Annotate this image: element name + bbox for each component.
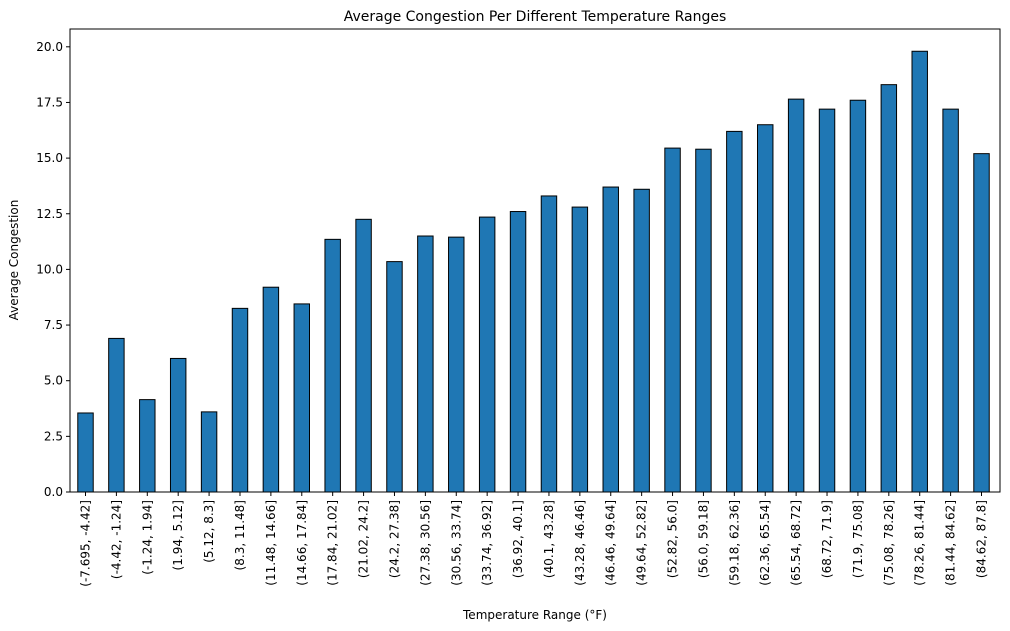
bar <box>293 303 310 493</box>
bar <box>108 337 125 493</box>
bar <box>664 147 681 493</box>
plot-frame <box>69 28 1001 493</box>
bar <box>200 411 218 493</box>
x-tick-label: (-4.42, -1.24] <box>109 500 123 579</box>
bar <box>695 148 712 493</box>
bar <box>77 412 94 493</box>
x-tick-label: (78.26, 81.44] <box>913 500 927 586</box>
bar <box>169 357 187 493</box>
bar <box>602 186 619 493</box>
y-tick-label: 12.5 <box>36 207 63 221</box>
y-axis-ticks: 0.0 2.5 5.0 7.5 10.0 12.5 15.0 17.5 20.0 <box>36 40 70 499</box>
y-tick-label: 7.5 <box>44 318 63 332</box>
bar <box>540 195 558 493</box>
bar <box>726 130 743 493</box>
bar <box>324 238 341 493</box>
x-tick-label: (-7.695, -4.42] <box>79 500 93 587</box>
y-tick-label: 5.0 <box>44 374 63 388</box>
bar <box>262 286 280 493</box>
bar <box>355 218 372 493</box>
x-tick-label: (1.94, 5.12] <box>171 500 185 570</box>
bar <box>973 153 990 493</box>
bar <box>509 211 527 493</box>
x-tick-label: (75.08, 78.26] <box>882 500 896 586</box>
x-axis-ticks: (-7.695, -4.42] (-4.42, -1.24] (-1.24, 1.9… <box>79 492 989 587</box>
x-tick-label: (40.1, 43.28] <box>542 500 556 578</box>
x-tick-label: (8.3, 11.48] <box>233 500 247 570</box>
x-tick-label: (84.62, 87.8] <box>975 500 989 578</box>
x-tick-label: (81.44, 84.62] <box>944 500 958 586</box>
bar <box>386 261 403 493</box>
y-tick-label: 10.0 <box>36 262 63 276</box>
x-tick-label: (43.28, 46.46] <box>573 500 587 586</box>
y-tick-label: 0.0 <box>44 485 63 499</box>
bar <box>942 108 959 493</box>
x-tick-label: (65.54, 68.72] <box>789 500 803 586</box>
bar <box>571 206 589 493</box>
bar <box>478 216 496 493</box>
x-tick-label: (52.82, 56.0] <box>666 500 680 578</box>
x-tick-label: (71.9, 75.08] <box>851 500 865 578</box>
bars-group <box>77 50 990 493</box>
bar <box>818 108 836 493</box>
x-tick-label: (46.46, 49.64] <box>604 500 618 586</box>
x-tick-label: (24.2, 27.38] <box>387 500 401 578</box>
x-tick-label: (62.36, 65.54] <box>758 500 772 586</box>
x-tick-label: (-1.24, 1.94] <box>140 500 154 575</box>
bar <box>880 84 898 493</box>
y-tick-label: 2.5 <box>44 429 63 443</box>
y-axis-title: Average Congestion <box>7 200 21 321</box>
y-tick-label: 17.5 <box>36 95 63 109</box>
bar <box>911 50 928 493</box>
x-axis-title: Temperature Range (°F) <box>462 608 607 622</box>
x-tick-label: (27.38, 30.56] <box>418 500 432 586</box>
x-tick-label: (36.92, 40.1] <box>511 500 525 578</box>
bar <box>787 98 805 493</box>
x-tick-label: (5.12, 8.3] <box>202 500 216 563</box>
bar <box>849 99 867 493</box>
x-tick-label: (56.0, 59.18] <box>696 500 710 578</box>
x-tick-label: (17.84, 21.02] <box>326 500 340 586</box>
x-tick-label: (59.18, 62.36] <box>727 500 741 586</box>
y-tick-label: 15.0 <box>36 151 63 165</box>
x-tick-label: (49.64, 52.82] <box>635 500 649 586</box>
chart-title: Average Congestion Per Different Tempera… <box>344 9 727 25</box>
bar <box>757 124 774 493</box>
bar <box>139 399 156 493</box>
x-tick-label: (11.48, 14.66] <box>264 500 278 586</box>
bar <box>633 188 650 493</box>
bar <box>417 235 434 493</box>
x-tick-label: (33.74, 36.92] <box>480 500 494 586</box>
x-tick-label: (30.56, 33.74] <box>449 500 463 586</box>
bar <box>231 307 249 493</box>
x-tick-label: (68.72, 71.9] <box>820 500 834 578</box>
x-tick-label: (21.02, 24.2] <box>357 500 371 578</box>
x-tick-label: (14.66, 17.84] <box>295 500 309 586</box>
bar <box>448 236 465 493</box>
y-tick-label: 20.0 <box>36 40 63 54</box>
